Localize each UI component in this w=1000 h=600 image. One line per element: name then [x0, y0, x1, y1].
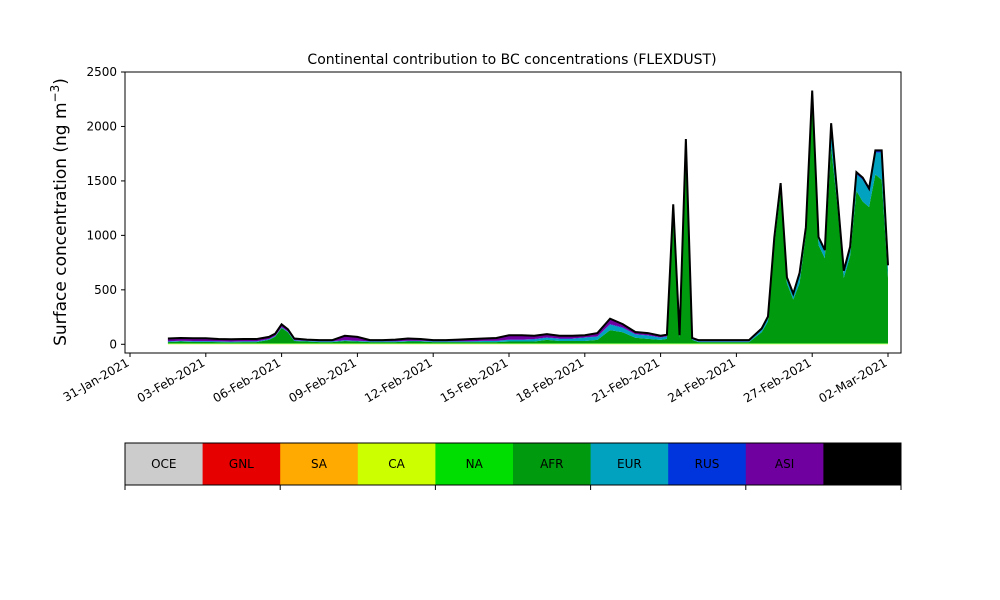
x-tick-label: 02-Mar-2021 — [816, 355, 889, 405]
x-tick-label: 03-Feb-2021 — [135, 355, 208, 405]
area-na — [167, 343, 888, 344]
legend-label-ca: CA — [388, 457, 405, 471]
legend-label-na: NA — [466, 457, 484, 471]
x-tick-label: 12-Feb-2021 — [362, 355, 435, 405]
legend-label-asi: ASI — [775, 457, 794, 471]
y-tick-label: 0 — [109, 337, 117, 351]
legend-colorbar: OCE GNL SA CA NA AFR EUR RUS ASI AUS — [124, 442, 902, 490]
y-axis-label: Surface concentration (ng m−3) — [48, 78, 71, 346]
y-tick-label: 500 — [94, 283, 117, 297]
y-axis-label-exponent: −3 — [48, 85, 62, 103]
x-tick-label: 18-Feb-2021 — [514, 355, 587, 405]
y-tick-label: 2000 — [86, 119, 117, 133]
x-tick-label: 27-Feb-2021 — [741, 355, 814, 405]
legend-swatch-rus — [668, 443, 747, 485]
legend-label-oce: OCE — [151, 457, 176, 471]
legend-swatch-oce — [125, 443, 204, 485]
x-tick-label: 24-Feb-2021 — [665, 355, 738, 405]
x-axis: 31-Jan-2021 03-Feb-2021 06-Feb-2021 09-Feb-… — [61, 353, 890, 406]
legend-swatch-eur — [590, 443, 669, 485]
x-tick-label: 31-Jan-2021 — [61, 355, 132, 404]
legend-swatch-aus — [823, 443, 902, 485]
plot-frame — [124, 71, 902, 354]
area-ca — [167, 343, 888, 345]
chart-title: Continental contribution to BC concentra… — [307, 52, 716, 68]
legend-label-rus: RUS — [695, 457, 720, 471]
legend-swatch-sa — [280, 443, 359, 485]
legend-label-afr: AFR — [540, 457, 563, 471]
legend-swatch-gnl — [202, 443, 281, 485]
legend-label-aus: AUS — [850, 457, 875, 471]
y-axis-label-main: Surface concentration (ng m — [51, 102, 71, 345]
legend-swatch-asi — [745, 443, 824, 485]
legend-swatch-afr — [513, 443, 592, 485]
legend-label-sa: SA — [311, 457, 328, 471]
area-afr — [167, 103, 888, 344]
total-line — [167, 90, 889, 342]
legend-label-eur: EUR — [617, 457, 642, 471]
x-tick-label: 15-Feb-2021 — [438, 355, 511, 405]
y-tick-label: 2500 — [86, 65, 117, 79]
y-tick-label: 1000 — [86, 228, 117, 242]
legend-frame — [124, 442, 902, 486]
x-tick-label: 21-Feb-2021 — [590, 355, 663, 405]
y-axis: 0 500 1000 1500 2000 2500 — [86, 65, 125, 351]
legend-swatch-ca — [357, 443, 436, 485]
x-tick-label: 09-Feb-2021 — [286, 355, 359, 405]
x-tick-label: 06-Feb-2021 — [211, 355, 284, 405]
legend-swatch-na — [435, 443, 514, 485]
legend-label-gnl: GNL — [229, 457, 254, 471]
area-series-group — [167, 90, 889, 345]
y-tick-label: 1500 — [86, 174, 117, 188]
y-axis-label-close: ) — [51, 78, 71, 85]
